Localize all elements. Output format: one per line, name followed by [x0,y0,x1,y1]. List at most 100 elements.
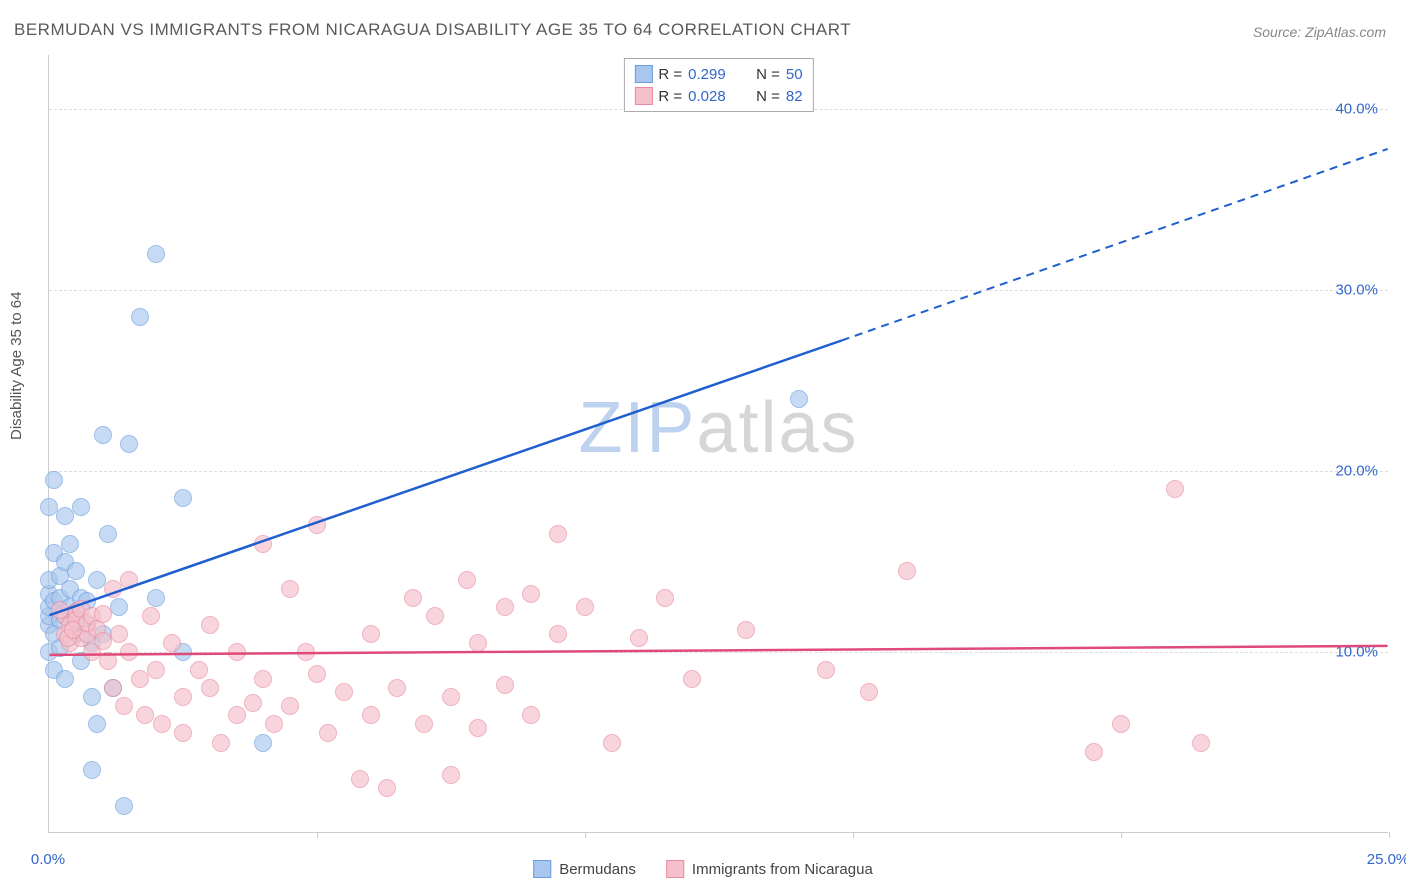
data-point-bermudans [67,562,85,580]
r-value-nicaragua: 0.028 [688,88,738,105]
chart-title: BERMUDAN VS IMMIGRANTS FROM NICARAGUA DI… [14,20,851,40]
data-point-nicaragua [104,679,122,697]
data-point-bermudans [61,535,79,553]
legend-label-nicaragua: Immigrants from Nicaragua [692,861,873,878]
data-point-nicaragua [1166,480,1184,498]
x-tick-mark [317,832,318,838]
data-point-nicaragua [212,734,230,752]
legend-item-nicaragua: Immigrants from Nicaragua [666,860,873,878]
data-point-bermudans [83,688,101,706]
data-point-nicaragua [99,652,117,670]
data-point-nicaragua [104,580,122,598]
data-point-nicaragua [153,715,171,733]
data-point-nicaragua [549,525,567,543]
swatch-bermudans-icon [634,65,652,83]
data-point-nicaragua [1112,715,1130,733]
data-point-nicaragua [201,616,219,634]
legend-row-bermudans: R = 0.299 N = 50 [634,63,802,85]
data-point-bermudans [94,426,112,444]
data-point-bermudans [115,797,133,815]
data-point-nicaragua [817,661,835,679]
data-point-bermudans [72,498,90,516]
data-point-nicaragua [549,625,567,643]
data-point-nicaragua [362,625,380,643]
y-tick-label: 40.0% [1335,101,1378,118]
data-point-nicaragua [362,706,380,724]
data-point-nicaragua [522,706,540,724]
data-point-nicaragua [656,589,674,607]
gridline [49,471,1388,472]
swatch-nicaragua-icon [666,860,684,878]
trendline-bermudans [49,341,841,616]
data-point-nicaragua [281,697,299,715]
data-point-bermudans [120,435,138,453]
data-point-nicaragua [115,697,133,715]
data-point-nicaragua [860,683,878,701]
data-point-bermudans [88,715,106,733]
x-tick-label: 25.0% [1367,851,1406,868]
n-label: N = [756,88,780,105]
data-point-nicaragua [1192,734,1210,752]
data-point-nicaragua [51,601,69,619]
data-point-bermudans [174,489,192,507]
series-legend: Bermudans Immigrants from Nicaragua [533,860,873,878]
data-point-bermudans [83,761,101,779]
x-tick-mark [1121,832,1122,838]
data-point-bermudans [254,734,272,752]
data-point-bermudans [147,589,165,607]
trend-lines [49,55,1388,832]
data-point-nicaragua [142,607,160,625]
data-point-nicaragua [458,571,476,589]
data-point-nicaragua [404,589,422,607]
data-point-nicaragua [603,734,621,752]
data-point-nicaragua [630,629,648,647]
watermark-zip: ZIP [578,388,696,468]
data-point-nicaragua [110,625,128,643]
data-point-nicaragua [496,676,514,694]
n-value-bermudans: 50 [786,66,803,83]
source-attribution: Source: ZipAtlas.com [1253,24,1386,40]
data-point-nicaragua [469,719,487,737]
x-tick-mark [585,832,586,838]
data-point-nicaragua [469,634,487,652]
trendline-extrapolated-bermudans [842,149,1388,341]
data-point-nicaragua [576,598,594,616]
data-point-bermudans [131,308,149,326]
data-point-nicaragua [244,694,262,712]
data-point-nicaragua [120,643,138,661]
plot-area: ZIPatlas R = 0.299 N = 50 R = 0.028 N = … [48,55,1388,833]
r-value-bermudans: 0.299 [688,66,738,83]
data-point-nicaragua [426,607,444,625]
y-tick-label: 20.0% [1335,463,1378,480]
source-prefix: Source: [1253,24,1305,40]
data-point-nicaragua [265,715,283,733]
y-tick-label: 30.0% [1335,282,1378,299]
data-point-nicaragua [351,770,369,788]
data-point-nicaragua [319,724,337,742]
data-point-bermudans [45,471,63,489]
source-link[interactable]: ZipAtlas.com [1305,24,1386,40]
data-point-nicaragua [683,670,701,688]
data-point-nicaragua [442,766,460,784]
data-point-nicaragua [1085,743,1103,761]
data-point-nicaragua [388,679,406,697]
trendline-nicaragua [49,646,1387,655]
gridline [49,290,1388,291]
data-point-nicaragua [131,670,149,688]
y-axis-label: Disability Age 35 to 64 [8,292,25,440]
watermark: ZIPatlas [578,387,858,469]
data-point-nicaragua [120,571,138,589]
data-point-bermudans [56,670,74,688]
legend-row-nicaragua: R = 0.028 N = 82 [634,85,802,107]
data-point-bermudans [790,390,808,408]
data-point-nicaragua [308,516,326,534]
data-point-nicaragua [147,661,165,679]
data-point-bermudans [110,598,128,616]
data-point-bermudans [56,507,74,525]
data-point-nicaragua [190,661,208,679]
data-point-nicaragua [254,670,272,688]
data-point-nicaragua [254,535,272,553]
data-point-nicaragua [898,562,916,580]
x-tick-mark [1389,832,1390,838]
legend-item-bermudans: Bermudans [533,860,636,878]
